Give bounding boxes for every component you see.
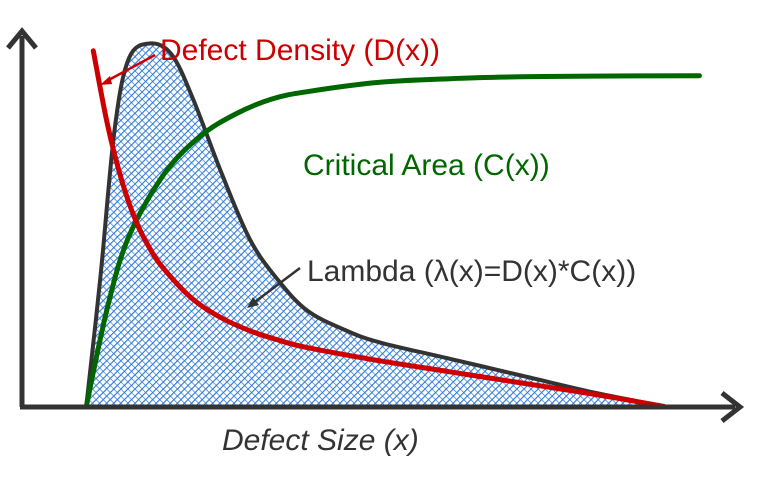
lambda-label: Lambda (λ(x)=D(x)*C(x)) (307, 255, 636, 288)
density-leader-line (104, 53, 156, 84)
lambda-area-crosshatch (86, 43, 664, 407)
lambda-series-line (84, 41, 665, 409)
density-leader-arrowhead (100, 76, 112, 85)
x-axis-label: Defect Size (x) (222, 424, 419, 457)
y-axis-arrow (6, 27, 38, 50)
defect-density-series-line (90, 48, 667, 409)
lambda-leader-line (251, 267, 301, 305)
critical-area-series-line (83, 73, 702, 410)
defect-density-label: Defect Density (D(x)) (160, 34, 440, 67)
x-axis-arrow (720, 391, 745, 423)
critical-area-label: Critical Area (C(x)) (303, 149, 550, 182)
lambda-leader-arrowhead (247, 297, 259, 308)
